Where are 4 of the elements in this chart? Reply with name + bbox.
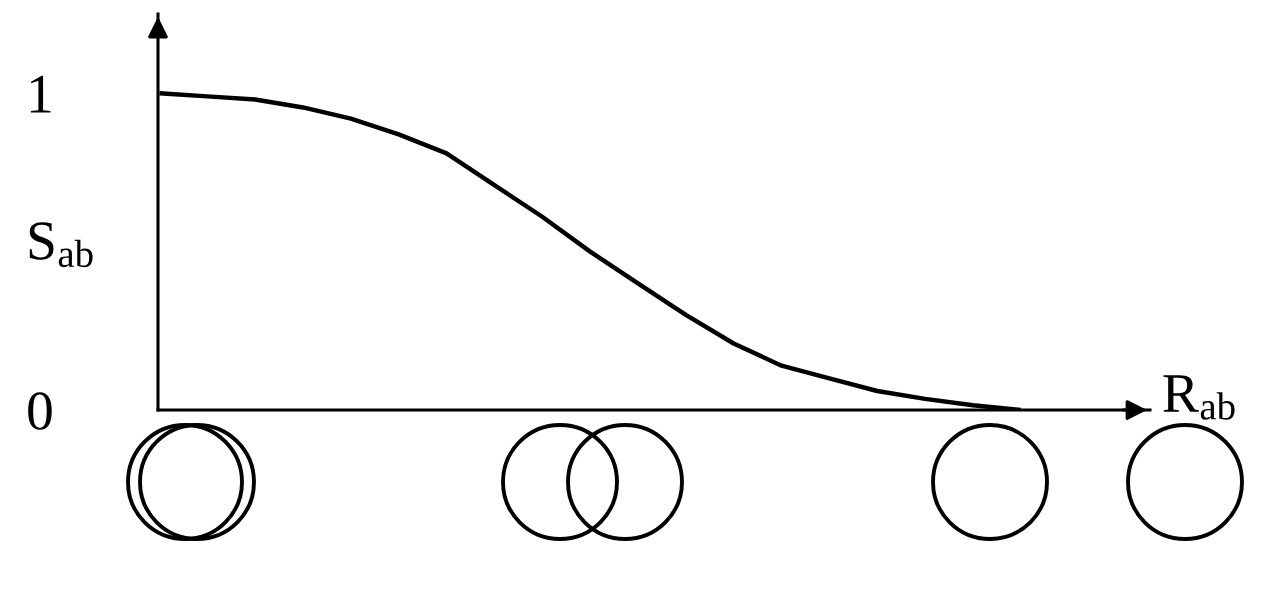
y-axis-title: S$_{ab}$ <box>29 222 93 268</box>
y-tick-label: 0 <box>28 392 52 430</box>
x-axis-title: R$_{ab}$ <box>1163 375 1235 420</box>
y-tick-label: 1 <box>30 75 51 113</box>
